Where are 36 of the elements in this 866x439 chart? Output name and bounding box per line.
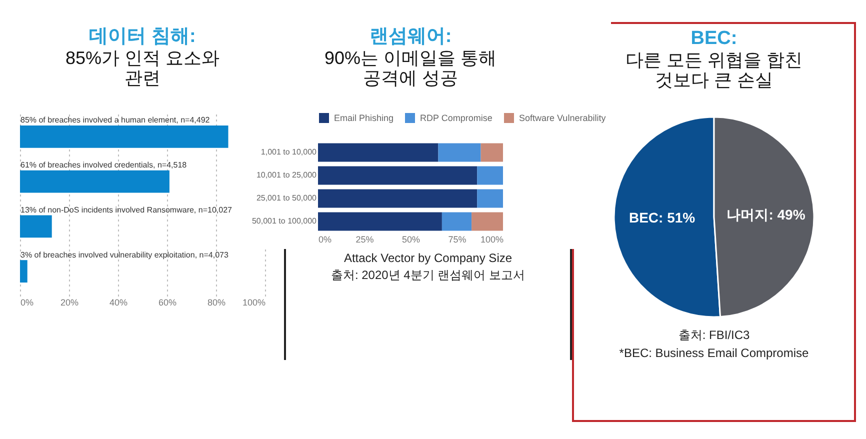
x-tick-label: 100%: [242, 298, 265, 308]
legend-label: RDP Compromise: [420, 113, 492, 123]
source-note: 출처: FBI/IC3: [678, 327, 750, 344]
y-tick-label: 61% of breaches involved credentials, n=4,518: [20, 160, 187, 170]
x-tick-label: 0%: [20, 298, 34, 308]
text: *BEC: Business Email Compromise: [619, 346, 809, 360]
chart-title: 데이터 침해:: [88, 26, 196, 47]
y-tick-label: 25,001 to 50,000: [256, 194, 317, 202]
source-note: 출처: 2020년 4분기 랜섬웨어 보고서: [330, 267, 526, 284]
x-tick-label: 25%: [355, 234, 374, 244]
x-tick-label: 60%: [158, 298, 176, 308]
chart-title: BEC:: [690, 28, 738, 49]
chart-title: 랜섬웨어:: [368, 26, 452, 47]
y-tick-label: 10,001 to 25,000: [256, 170, 317, 180]
legend-label: Software Vulnerability: [518, 113, 606, 123]
y-tick-label: 85% of breaches involved a human element, n=4,492: [20, 116, 210, 125]
x-tick-label: 0%: [318, 234, 332, 244]
y-tick-label: 3% of breaches involved vulnerability exploitation, n=4,073: [20, 250, 228, 260]
x-tick-label: 100%: [480, 234, 503, 244]
slice-label: BEC: 51%: [628, 210, 696, 226]
y-tick-label: 1,001 to 10,000: [260, 148, 317, 156]
x-tick-label: 80%: [206, 298, 226, 308]
legend-label: Email Phishing: [334, 113, 394, 123]
x-tick-label: 20%: [60, 298, 78, 308]
chart-subtitle: 85%가 인적 요소와 관련: [64, 48, 220, 88]
chart-subtitle: 90%는 이메일을 통해 공격에 성공: [324, 48, 496, 88]
pie-slice: [713, 116, 815, 318]
text: Attack Vector by Company Size: [344, 251, 512, 265]
pie-slice: [613, 116, 722, 318]
x-tick-label: 75%: [448, 234, 466, 244]
x-tick-label: 50%: [401, 234, 420, 244]
y-tick-label: 13% of non-DoS incidents involved Ransomware, n=10,027: [20, 205, 232, 214]
slice-label: 나머지: 49%: [726, 206, 806, 222]
y-tick-label: 50,001 to 100,000: [251, 216, 317, 226]
chart-subtitle: 다른 모든 위협을 합친 것보다 큰 손실: [625, 50, 803, 90]
x-tick-label: 40%: [108, 298, 128, 308]
